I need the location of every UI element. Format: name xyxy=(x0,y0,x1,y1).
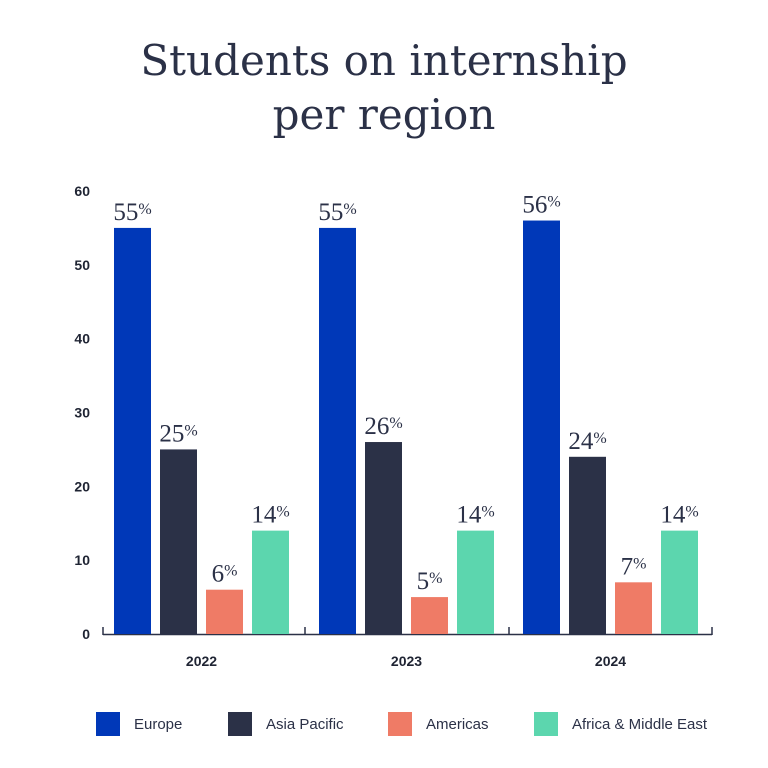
x-tick-label-2024: 2024 xyxy=(595,653,626,669)
x-tick-label-2022: 2022 xyxy=(186,653,217,669)
data-label-asia-pacific-2023: 26% xyxy=(364,413,402,440)
y-tick-label: 30 xyxy=(74,405,90,421)
data-label-africa-middle-east-2024: 14% xyxy=(660,502,698,529)
bar-africa-middle-east-2022 xyxy=(252,530,289,634)
bar-asia-pacific-2023 xyxy=(365,442,402,634)
bar-europe-2023 xyxy=(319,227,356,634)
x-tick-label-2023: 2023 xyxy=(391,653,422,669)
chart-legend: Europe Asia Pacific Americas Africa & Mi… xyxy=(96,712,746,742)
legend-swatch-europe xyxy=(96,712,120,736)
legend-label-americas: Americas xyxy=(426,715,489,733)
chart-axes: 0 10 20 30 40 50 60 2022 2023 2024 xyxy=(74,183,713,669)
data-label-americas-2022: 6% xyxy=(212,561,238,588)
chart-bars xyxy=(114,220,698,635)
chart-data-labels: 55% 25% 6% 14% 55% 26% 5% 14% 56% 24% 7% 14% xyxy=(113,192,698,596)
legend-swatch-asia-pacific xyxy=(228,712,252,736)
bar-americas-2023 xyxy=(411,597,448,634)
data-label-europe-2022: 55% xyxy=(113,199,151,226)
legend-item-africa-middle-east: Africa & Middle East xyxy=(534,712,707,736)
y-tick-label: 50 xyxy=(74,257,90,273)
bar-americas-2024 xyxy=(615,582,652,634)
data-label-asia-pacific-2024: 24% xyxy=(568,428,606,455)
bar-americas-2022 xyxy=(206,589,243,634)
legend-label-asia-pacific: Asia Pacific xyxy=(266,715,344,733)
legend-item-asia-pacific: Asia Pacific xyxy=(228,712,344,736)
y-tick-label: 40 xyxy=(74,331,90,347)
bar-asia-pacific-2022 xyxy=(160,449,197,634)
legend-swatch-americas xyxy=(388,712,412,736)
data-label-asia-pacific-2022: 25% xyxy=(159,420,197,447)
y-tick-label: 20 xyxy=(74,478,90,494)
chart-title-line-2: per region xyxy=(272,90,496,139)
y-tick-label: 60 xyxy=(74,183,90,199)
y-tick-label: 10 xyxy=(74,552,90,568)
data-label-americas-2024: 7% xyxy=(621,553,647,580)
legend-label-europe: Europe xyxy=(134,715,183,733)
data-label-americas-2023: 5% xyxy=(417,568,443,595)
bar-africa-middle-east-2023 xyxy=(457,530,494,634)
legend-swatch-africa-middle-east xyxy=(534,712,558,736)
bar-europe-2024 xyxy=(523,220,560,635)
data-label-africa-middle-east-2022: 14% xyxy=(251,502,289,529)
chart-title-line-1: Students on internship xyxy=(140,36,628,85)
y-tick-label: 0 xyxy=(82,626,90,642)
legend-item-europe: Europe xyxy=(96,712,182,736)
bar-europe-2022 xyxy=(114,227,151,634)
legend-item-americas: Americas xyxy=(388,712,489,736)
data-label-africa-middle-east-2023: 14% xyxy=(456,502,494,529)
bar-asia-pacific-2024 xyxy=(569,456,606,634)
data-label-europe-2024: 56% xyxy=(522,192,560,219)
legend-label-africa-middle-east: Africa & Middle East xyxy=(572,715,708,733)
data-label-europe-2023: 55% xyxy=(318,199,356,226)
bar-africa-middle-east-2024 xyxy=(661,530,698,634)
chart-title: Students on internship per region xyxy=(0,34,768,142)
